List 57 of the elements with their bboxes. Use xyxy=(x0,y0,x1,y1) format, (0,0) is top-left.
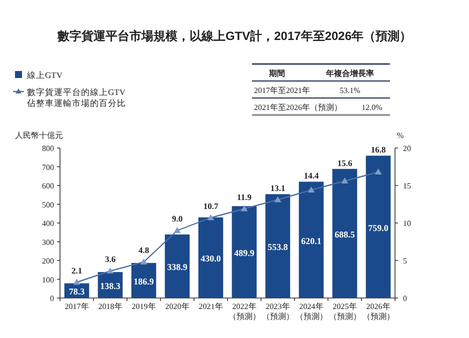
x-tick-label: 2019年 xyxy=(132,302,156,311)
bar xyxy=(366,156,391,298)
y2-tick-label: 20 xyxy=(403,144,411,153)
data-label: 338.9 xyxy=(167,262,188,272)
data-label: 553.8 xyxy=(268,242,288,252)
data-label: 4.8 xyxy=(138,245,150,255)
x-tick-label: 2026年（預測） xyxy=(362,302,394,321)
y2-tick-label: 15 xyxy=(403,182,411,190)
y2-tick-label: 10 xyxy=(403,219,411,228)
data-label: 2.1 xyxy=(71,265,82,276)
data-label: 16.8 xyxy=(370,144,386,155)
data-label: 10.7 xyxy=(203,200,219,211)
table: 期間 年複合增長率 2017年至2021年 53.1% 2021年至2026年（預測） 12.0% xyxy=(252,63,390,116)
data-label: 186.9 xyxy=(134,276,154,286)
x-tick-label: 2024年（預測） xyxy=(295,302,328,321)
bar xyxy=(298,182,324,298)
data-label: 78.3 xyxy=(68,286,86,297)
data-label: 3.6 xyxy=(104,254,116,264)
data-label: 489.9 xyxy=(234,248,255,258)
bar xyxy=(164,234,190,298)
bar xyxy=(265,194,290,298)
y-tick-label: 500 xyxy=(42,200,54,210)
data-label: 688.5 xyxy=(334,229,356,240)
data-label: 430.0 xyxy=(200,254,222,264)
y-tick-label: 700 xyxy=(42,162,54,172)
y2-tick-label: 0 xyxy=(403,294,407,303)
x-tick-label: 2017年 xyxy=(64,302,89,311)
x-tick-label: 2020年 xyxy=(165,302,190,311)
y2-axis-title: % xyxy=(397,131,404,140)
data-label: 9.0 xyxy=(172,214,183,224)
y-tick-label: 400 xyxy=(42,219,54,228)
y2-tick-label: 5 xyxy=(403,256,407,266)
legend-label: 線上GTV xyxy=(26,70,64,80)
y-tick-label: 0 xyxy=(50,294,54,303)
data-label: 759.0 xyxy=(368,222,389,233)
data-label: 14.4 xyxy=(304,170,320,181)
data-label: 13.1 xyxy=(270,182,286,193)
bar xyxy=(232,206,257,298)
data-label: 138.3 xyxy=(100,281,121,292)
bar xyxy=(332,168,358,298)
y-tick-label: 200 xyxy=(42,256,54,266)
x-tick-label: 2025年（預測） xyxy=(328,302,361,321)
data-label: 11.9 xyxy=(237,192,252,202)
y-tick-label: 100 xyxy=(42,275,54,284)
x-tick-label: 2023年（預測） xyxy=(262,302,294,321)
y-axis-title: 人民幣十億元 xyxy=(15,131,63,140)
chart-title: 數字貨運平台市場規模，以線上GTV計，2017年至2026年（預測） xyxy=(56,29,412,43)
x-tick-label: 2022年（預測） xyxy=(228,302,260,321)
y-tick-label: 600 xyxy=(42,182,54,190)
data-label: 620.1 xyxy=(301,236,322,246)
y-tick-label: 300 xyxy=(42,238,54,247)
legend-label: 數字貨運平台的線上GTV佔整車運輸市場的百分比 xyxy=(26,87,126,108)
x-tick-label: 2018年 xyxy=(98,302,122,311)
data-label: 15.6 xyxy=(337,158,352,168)
bar xyxy=(198,217,224,298)
y-tick-label: 800 xyxy=(42,144,54,153)
x-tick-label: 2021年 xyxy=(198,302,223,311)
